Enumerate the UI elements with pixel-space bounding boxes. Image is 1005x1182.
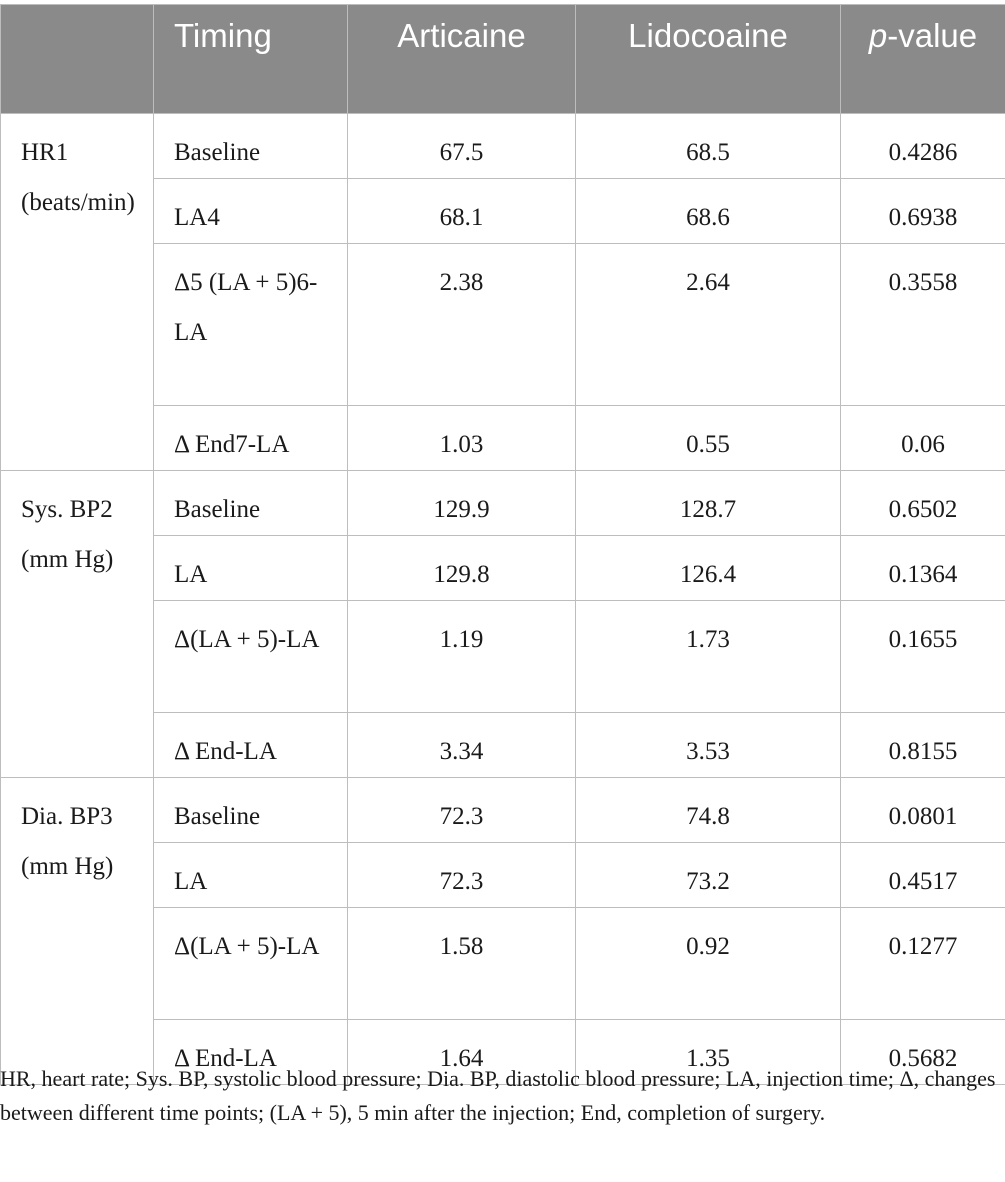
header-lidocaine: Lidocoaine: [575, 4, 841, 114]
articaine-cell: 129.9: [347, 470, 576, 536]
table-row: LA 129.8 126.4 0.1364: [1, 535, 1005, 601]
p-value-cell: 0.4286: [840, 113, 1005, 179]
header-p-rest: -value: [887, 17, 978, 54]
articaine-cell: 1.58: [347, 907, 576, 1020]
table-row: Δ End-LA 3.34 3.53 0.8155: [1, 712, 1005, 778]
table-row: Δ End7-LA 1.03 0.55 0.06: [1, 405, 1005, 471]
table-row: Dia. BP3 (mm Hg) Baseline 72.3 74.8 0.08…: [0, 777, 1005, 1085]
p-value-cell: 0.5682: [840, 1019, 1005, 1085]
table-row: HR1 (beats/min) Baseline 67.5 68.5 0.428…: [0, 113, 1005, 471]
lidocaine-cell: 3.53: [575, 712, 841, 778]
lidocaine-cell: 68.6: [575, 178, 841, 244]
lidocaine-cell: 73.2: [575, 842, 841, 908]
p-value-cell: 0.6502: [840, 470, 1005, 536]
timing-cell: Baseline: [153, 470, 348, 536]
lidocaine-cell: 128.7: [575, 470, 841, 536]
header-row: Timing Articaine Lidocoaine p-value: [0, 4, 1005, 114]
header-p-value: p-value: [840, 4, 1005, 114]
timing-cell: Δ(LA + 5)-LA: [153, 907, 348, 1020]
table-row: Δ5 (LA + 5)6-LA 2.38 2.64 0.3558: [1, 243, 1005, 406]
p-value-cell: 0.3558: [840, 243, 1005, 406]
group-label-dia-bp: Dia. BP3 (mm Hg): [0, 777, 154, 1085]
lidocaine-cell: 2.64: [575, 243, 841, 406]
lidocaine-cell: 126.4: [575, 535, 841, 601]
group-label-hr: HR1 (beats/min): [0, 113, 154, 471]
table-row: Δ(LA + 5)-LA 1.19 1.73 0.1655: [1, 600, 1005, 713]
timing-cell: Δ End-LA: [153, 712, 348, 778]
lidocaine-cell: 1.73: [575, 600, 841, 713]
table-row: Sys. BP2 (mm Hg) Baseline 129.9 128.7 0.…: [0, 470, 1005, 778]
lidocaine-cell: 0.55: [575, 405, 841, 471]
timing-cell: Baseline: [153, 777, 348, 843]
articaine-cell: 1.03: [347, 405, 576, 471]
p-value-cell: 0.1277: [840, 907, 1005, 1020]
timing-cell: Δ End7-LA: [153, 405, 348, 471]
p-value-cell: 0.4517: [840, 842, 1005, 908]
timing-cell: Δ(LA + 5)-LA: [153, 600, 348, 713]
articaine-cell: 1.64: [347, 1019, 576, 1085]
articaine-cell: 2.38: [347, 243, 576, 406]
timing-cell: Δ5 (LA + 5)6-LA: [153, 243, 348, 406]
lidocaine-cell: 68.5: [575, 113, 841, 179]
header-timing: Timing: [153, 4, 348, 114]
table-row: Δ End-LA 1.64 1.35 0.5682: [1, 1019, 1005, 1085]
timing-cell: LA4: [153, 178, 348, 244]
articaine-cell: 129.8: [347, 535, 576, 601]
header-p-italic: p: [868, 17, 888, 54]
p-value-cell: 0.0801: [840, 777, 1005, 843]
articaine-cell: 72.3: [347, 777, 576, 843]
table-row: Δ(LA + 5)-LA 1.58 0.92 0.1277: [1, 907, 1005, 1020]
p-value-cell: 0.1655: [840, 600, 1005, 713]
articaine-cell: 67.5: [347, 113, 576, 179]
table-row: LA 72.3 73.2 0.4517: [1, 842, 1005, 908]
timing-cell: Baseline: [153, 113, 348, 179]
timing-cell: LA: [153, 535, 348, 601]
header-articaine: Articaine: [347, 4, 576, 114]
articaine-cell: 3.34: [347, 712, 576, 778]
p-value-cell: 0.8155: [840, 712, 1005, 778]
table-footnote: HR, heart rate; Sys. BP, systolic blood …: [0, 1066, 996, 1125]
articaine-cell: 1.19: [347, 600, 576, 713]
p-value-cell: 0.1364: [840, 535, 1005, 601]
header-blank: [0, 4, 154, 114]
lidocaine-cell: 1.35: [575, 1019, 841, 1085]
articaine-cell: 72.3: [347, 842, 576, 908]
results-table: Timing Articaine Lidocoaine p-value HR1 …: [0, 4, 1005, 1085]
timing-cell: LA: [153, 842, 348, 908]
lidocaine-cell: 0.92: [575, 907, 841, 1020]
timing-cell: Δ End-LA: [153, 1019, 348, 1085]
articaine-cell: 68.1: [347, 178, 576, 244]
p-value-cell: 0.6938: [840, 178, 1005, 244]
group-label-sys-bp: Sys. BP2 (mm Hg): [0, 470, 154, 778]
p-value-cell: 0.06: [840, 405, 1005, 471]
lidocaine-cell: 74.8: [575, 777, 841, 843]
